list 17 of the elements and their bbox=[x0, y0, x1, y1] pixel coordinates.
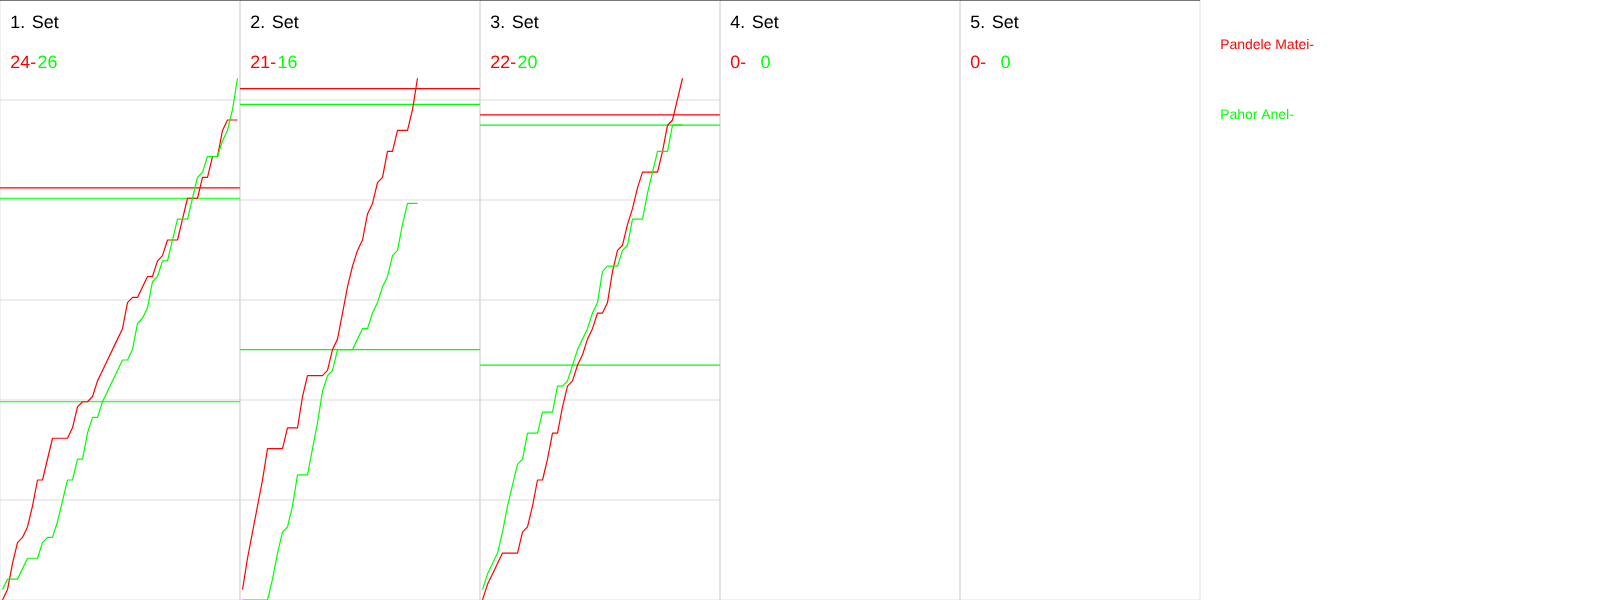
text: 26 bbox=[38, 55, 57, 69]
chart-title: 2. Set bbox=[251, 15, 299, 29]
text: 0 bbox=[761, 55, 770, 69]
legend-label: Pahor Anel- bbox=[1221, 108, 1294, 120]
text: 16 bbox=[278, 55, 297, 69]
chart-title: 1. Set bbox=[11, 15, 59, 29]
text: 0 bbox=[1001, 55, 1010, 69]
chart-title: 3. Set bbox=[490, 15, 539, 29]
text: 24- bbox=[11, 55, 36, 68]
legend-label: Pandele Matei- bbox=[1221, 38, 1314, 50]
text: 4. Set bbox=[730, 15, 779, 29]
text: 20 bbox=[518, 55, 537, 69]
text: 0- bbox=[970, 55, 986, 69]
text: 5. Set bbox=[970, 15, 1019, 29]
text: 0- bbox=[730, 55, 746, 69]
text: 21- bbox=[251, 55, 276, 68]
text: 22- bbox=[491, 55, 516, 68]
